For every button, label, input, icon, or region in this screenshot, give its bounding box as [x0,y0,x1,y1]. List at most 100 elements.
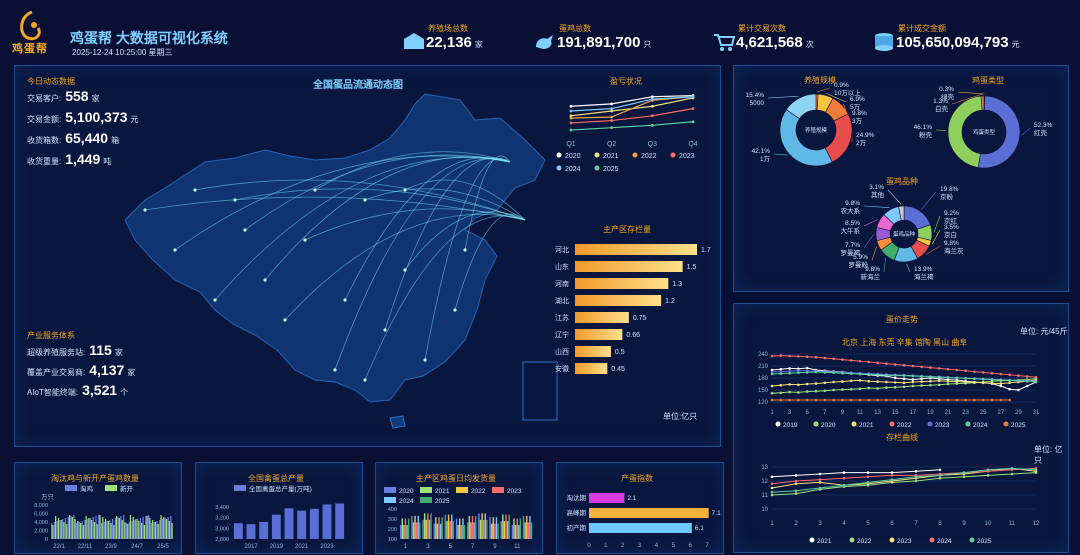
data-point [832,357,835,361]
data-point [1017,374,1020,377]
legend-label: 2022 [857,538,872,545]
legend-marker[interactable] [632,152,638,158]
legend-marker[interactable] [670,152,676,158]
legend-label: 2023 [507,488,522,495]
tick-label: 21 [945,410,952,416]
legend-marker[interactable] [594,165,600,171]
bar [518,525,520,539]
bar [575,346,611,357]
tick-label: 13 [761,465,768,471]
leader-line [773,153,788,156]
leader-line [863,233,875,249]
kpi-value-row: 191,891,700 只 [557,34,651,52]
bar [447,514,450,539]
data-point [1008,379,1011,382]
data-point [788,354,791,358]
tick-label: 7 [914,521,918,527]
tick-label: 0 [45,537,48,543]
slice-label: 大午系 [841,226,861,235]
bar [412,522,415,539]
slice-label: 新海兰 [861,272,881,281]
legend-marker[interactable] [969,537,975,543]
legend-marker[interactable] [492,487,504,493]
legend-marker[interactable] [420,487,432,493]
bar [411,515,413,539]
legend-marker[interactable] [965,421,971,427]
bar-category: 江苏 [555,313,569,322]
data-point [770,490,774,494]
tick-label: 25/5 [157,544,169,550]
slice-percent: 0.9% [834,82,849,89]
legend-marker[interactable] [105,485,117,491]
legend-label: 2022 [641,153,657,160]
bar-value: 0.45 [611,366,625,373]
data-point [779,398,783,402]
inventory-unit: 单位: 亿只 [1034,445,1063,465]
bar-value: 2.1 [627,495,636,502]
stat-value: 3,521 [82,382,118,398]
legend-label: 2024 [565,166,581,173]
bar [479,519,482,539]
bar [98,515,100,539]
legend-marker[interactable] [556,152,562,158]
data-point [610,126,614,130]
bar [53,522,56,539]
data-point [610,115,614,119]
legend-marker[interactable] [889,537,895,543]
legend-marker[interactable] [851,421,857,427]
data-point [1025,375,1029,378]
stat-label: 交易客户: [27,94,62,103]
bar [73,515,75,539]
legend-marker[interactable] [456,487,468,493]
bar [519,518,522,539]
legend-marker[interactable] [929,537,935,543]
data-point [770,368,774,372]
legend-marker[interactable] [65,485,77,491]
legend-marker[interactable] [775,421,781,427]
bar [516,518,518,539]
legend-marker[interactable] [234,485,246,491]
slice-percent: 9.8% [944,240,959,247]
data-point [893,398,897,402]
data-point [920,384,923,387]
legend-marker[interactable] [384,487,396,493]
tick-label: 17 [909,410,916,416]
legend-marker[interactable] [384,497,396,503]
bar [401,518,404,539]
flow-point [403,268,407,272]
tick-label: 7 [471,544,475,550]
bar [415,522,418,539]
data-point [866,475,870,479]
tick-label: 300 [388,517,397,523]
flow-point [263,278,267,282]
bar [486,519,488,539]
tick-label: 7 [823,410,827,416]
data-point [999,382,1003,385]
data-point [849,387,853,391]
bar [163,517,165,539]
data-point [797,391,800,394]
bar [153,522,155,539]
slice-label: 京红 [944,216,958,225]
data-point [986,468,990,472]
legend-marker[interactable] [927,421,933,427]
data-point [999,398,1003,402]
stat-value: 65,440 [65,130,109,146]
data-point [885,362,888,365]
legend-marker[interactable] [1003,421,1009,427]
pie-slice [898,205,905,221]
data-point [973,381,976,384]
data-point [893,385,897,389]
legend-marker[interactable] [420,497,432,503]
slice-label: 罗曼粉 [849,260,869,269]
series-line [771,467,1037,485]
legend-marker[interactable] [556,165,562,171]
data-point [962,471,966,474]
legend-marker[interactable] [809,537,815,543]
legend-marker[interactable] [813,421,819,427]
data-point [955,368,959,372]
legend-marker[interactable] [594,152,600,158]
leader-line [883,257,886,273]
legend-marker[interactable] [889,421,895,427]
legend-marker[interactable] [849,537,855,543]
